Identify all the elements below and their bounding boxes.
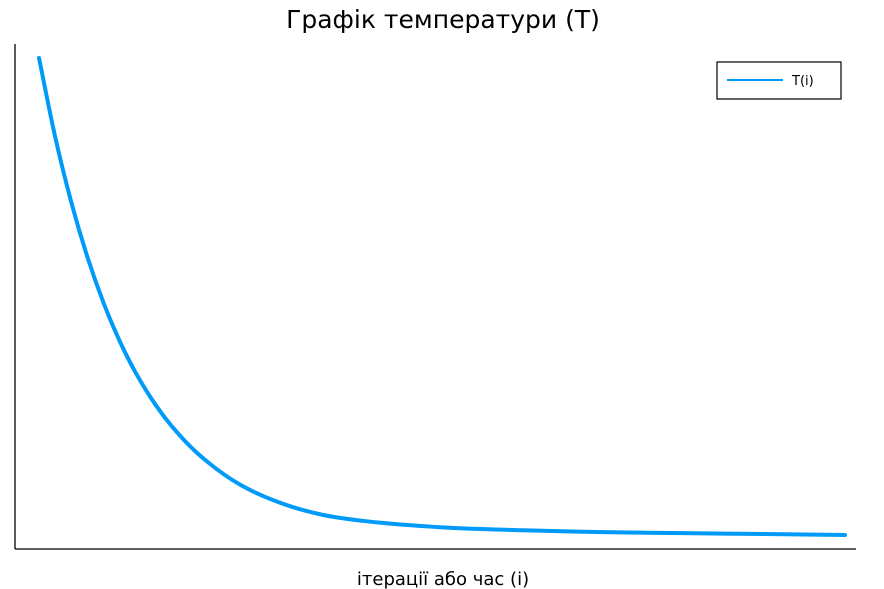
x-axis-label: ітерації або час (i): [357, 569, 529, 589]
legend: T(i): [716, 61, 842, 100]
plot-area: [14, 44, 856, 550]
chart-title: Графік температури (T): [286, 5, 600, 34]
series-layer: [37, 56, 847, 537]
legend-entry-t: T(i): [791, 74, 814, 89]
series-line-0: [37, 56, 847, 537]
